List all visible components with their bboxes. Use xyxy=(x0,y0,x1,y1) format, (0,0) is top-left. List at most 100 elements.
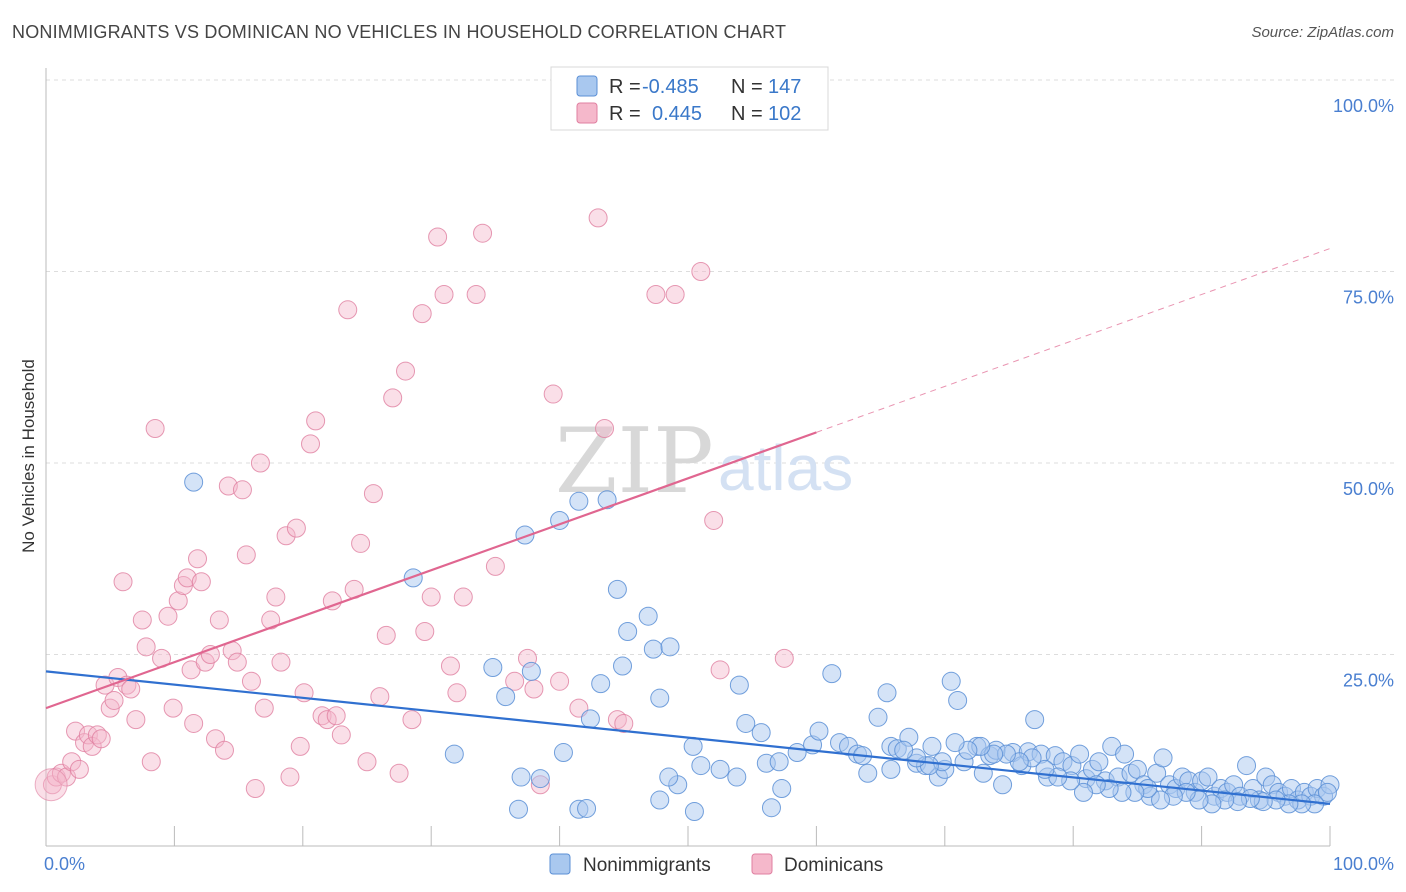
nonimmigrant-point xyxy=(184,472,204,492)
legend-n-label: N = xyxy=(731,76,763,98)
dominicans-points xyxy=(34,208,794,802)
dominican-point xyxy=(402,710,422,730)
nonimmigrant-point xyxy=(403,568,423,588)
nonimmigrant-point xyxy=(483,658,503,678)
dominican-point xyxy=(145,419,165,439)
dominican-point xyxy=(227,652,247,672)
dominican-point xyxy=(245,779,265,799)
y-tick-label: 50.0% xyxy=(1343,479,1394,499)
dominican-point xyxy=(412,304,432,324)
nonimmigrant-point xyxy=(1115,744,1135,764)
dominican-point xyxy=(447,683,467,703)
nonimmigrant-point xyxy=(1153,748,1173,768)
dominican-point xyxy=(62,752,82,772)
dominican-point xyxy=(376,625,396,645)
nonimmigrant-point xyxy=(1237,756,1257,776)
nonimmigrant-point xyxy=(710,759,730,779)
legend-r-label: R = xyxy=(609,103,641,125)
dominican-point xyxy=(290,736,310,756)
nonimmigrant-point xyxy=(769,752,789,772)
nonimmigrant-point xyxy=(993,775,1013,795)
nonimmigrant-point xyxy=(922,736,942,756)
nonimmigrant-point xyxy=(643,639,663,659)
nonimmigrant-point xyxy=(809,721,829,741)
dominican-point xyxy=(177,568,197,588)
series-swatch-dominicans xyxy=(751,853,773,875)
dominican-point xyxy=(104,690,124,710)
nonimmigrant-point xyxy=(577,798,597,818)
legend-swatch-dominicans xyxy=(576,102,598,124)
nonimmigrant-point xyxy=(772,779,792,799)
y-tick-label: 25.0% xyxy=(1343,671,1394,691)
nonimmigrant-point xyxy=(613,656,633,676)
dominican-point xyxy=(168,591,188,611)
nonimmigrant-point xyxy=(597,490,617,510)
legend-n-value: 102 xyxy=(768,103,801,125)
dominican-point xyxy=(271,652,291,672)
dominican-point xyxy=(241,671,261,691)
dominican-point xyxy=(34,768,68,802)
dominican-point xyxy=(276,526,296,546)
dominican-point xyxy=(163,698,183,718)
nonimmigrants-points xyxy=(184,472,1340,822)
dominican-point xyxy=(524,679,544,699)
y-tick-label: 75.0% xyxy=(1343,288,1394,308)
nonimmigrant-point xyxy=(761,798,781,818)
y-tick-label: 100.0% xyxy=(1333,96,1394,116)
nonimmigrant-point xyxy=(858,763,878,783)
legend-r-label: R = xyxy=(609,76,641,98)
dominican-point xyxy=(188,549,208,569)
dominican-point xyxy=(665,284,685,304)
dominican-point xyxy=(421,587,441,607)
nonimmigrant-point xyxy=(684,802,704,822)
dominican-point xyxy=(383,388,403,408)
dominican-point xyxy=(691,262,711,281)
dominican-point xyxy=(550,671,570,691)
nonimmigrant-point xyxy=(607,579,627,599)
nonimmigrant-point xyxy=(1151,790,1171,810)
series-name-nonimmigrants: Nonimmigrants xyxy=(583,855,711,876)
nonimmigrant-point xyxy=(736,713,756,733)
dominican-point xyxy=(505,671,525,691)
x-tick-label: 0.0% xyxy=(44,854,85,874)
dominican-point xyxy=(91,729,111,749)
dominican-point xyxy=(434,284,454,304)
dominican-point xyxy=(266,587,286,607)
dominican-point xyxy=(232,480,252,500)
nonimmigrant-point xyxy=(650,790,670,810)
dominican-point xyxy=(453,587,473,607)
nonimmigrant-point xyxy=(1089,752,1109,772)
nonimmigrant-point xyxy=(727,767,747,787)
dominican-point xyxy=(614,713,634,733)
nonimmigrant-point xyxy=(683,736,703,756)
grid-lines xyxy=(46,79,1394,655)
x-tick-labels: 0.0% 100.0% xyxy=(44,854,1394,874)
dominican-point xyxy=(774,648,794,668)
nonimmigrant-point xyxy=(530,769,550,789)
dominican-point xyxy=(588,208,608,228)
nonimmigrant-point xyxy=(1073,782,1093,802)
dominican-point xyxy=(704,510,724,530)
dominican-point xyxy=(396,361,416,381)
dominican-point xyxy=(415,622,435,642)
nonimmigrant-point xyxy=(881,759,901,779)
dominican-point xyxy=(250,453,270,473)
dominican-point xyxy=(113,572,133,592)
dominican-point xyxy=(473,223,493,243)
nonimmigrant-point xyxy=(729,675,749,695)
dominican-point xyxy=(595,419,615,439)
series-swatch-nonimmigrants xyxy=(549,853,571,875)
dominican-point xyxy=(543,384,563,404)
dominican-point xyxy=(312,706,332,726)
nonimmigrant-point xyxy=(1317,782,1337,802)
nonimmigrant-point xyxy=(553,743,573,763)
dominican-point xyxy=(286,518,306,538)
legend-n-label: N = xyxy=(731,103,763,125)
source-label: Source: ZipAtlas.com xyxy=(1251,24,1394,41)
nonimmigrant-point xyxy=(580,709,600,729)
nonimmigrant-point xyxy=(751,723,771,743)
series-legend: Nonimmigrants Dominicans xyxy=(549,853,883,876)
nonimmigrant-point xyxy=(822,664,842,684)
dominican-point xyxy=(69,759,89,779)
nonimmigrant-point xyxy=(515,525,535,545)
